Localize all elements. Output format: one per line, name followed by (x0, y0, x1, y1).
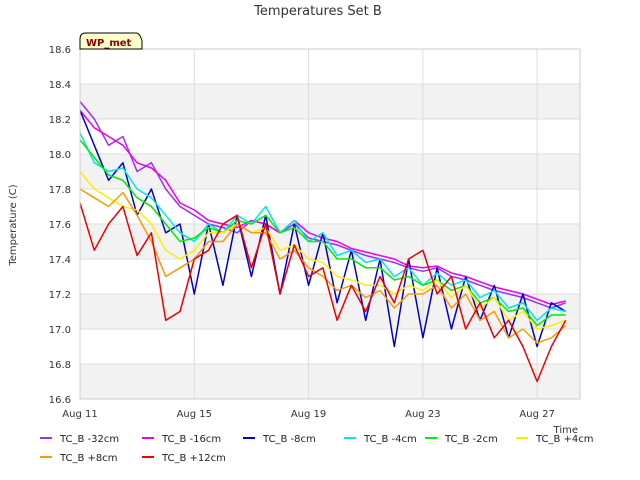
x-tick-label: Aug 23 (405, 409, 440, 420)
y-tick-label: 17.4 (49, 255, 71, 266)
legend-item: TC_B -8cm (243, 434, 316, 445)
chart-title: Temperatures Set B (253, 4, 382, 19)
y-tick-label: 17.8 (49, 185, 71, 196)
plot-band (80, 224, 580, 259)
y-axis-ticks: 16.6 16.8 17.0 17.2 17.4 17.6 17.8 18.0 18.2 18.4… (49, 45, 71, 406)
y-tick-label: 17.2 (49, 290, 71, 301)
legend: TC_B -32cm TC_B -16cm TC_B -8cm TC_B -4cm TC… (40, 434, 594, 464)
series-layer (79, 101, 567, 383)
plot-band (80, 49, 580, 84)
plot-band (80, 84, 580, 119)
legend-label: TC_B -32cm (59, 434, 119, 445)
y-tick-label: 17.6 (49, 220, 71, 231)
legend-label: TC_B +4cm (535, 434, 594, 445)
y-tick-label: 18.4 (49, 80, 71, 91)
legend-item: TC_B +12cm (142, 453, 226, 464)
legend-label: TC_B -2cm (444, 434, 498, 445)
y-tick-label: 16.8 (49, 360, 71, 371)
legend-label: TC_B -8cm (262, 434, 316, 445)
badge-label: WP_met (86, 38, 132, 49)
x-axis-label: Time (553, 425, 578, 436)
y-tick-label: 16.6 (49, 395, 71, 406)
plot-band (80, 329, 580, 364)
badge-shape (79, 32, 143, 50)
x-axis-ticks: Aug 11 Aug 15 Aug 19 Aug 23 Aug 27 (62, 409, 555, 420)
series-line (79, 188, 567, 344)
legend-label: TC_B +8cm (59, 453, 118, 464)
legend-item: TC_B -2cm (425, 434, 498, 445)
series-line (79, 139, 566, 327)
legend-item: TC_B +4cm (516, 434, 594, 445)
station-badge: WP_met (79, 32, 143, 50)
series-line (79, 132, 566, 322)
legend-item: TC_B -16cm (142, 434, 221, 445)
series-line (79, 109, 566, 306)
x-tick-label: Aug 27 (519, 409, 554, 420)
legend-label: TC_B +12cm (161, 453, 226, 464)
y-tick-label: 18.0 (49, 150, 71, 161)
series-line (79, 202, 567, 383)
y-tick-label: 18.2 (49, 115, 71, 126)
y-tick-label: 18.6 (49, 45, 71, 56)
y-tick-label: 17.0 (49, 325, 71, 336)
x-tick-label: Aug 11 (62, 409, 97, 420)
series-line (79, 171, 566, 330)
y-axis-label: Temperature (C) (8, 184, 19, 266)
plot-band (80, 119, 580, 154)
x-tick-label: Aug 19 (291, 409, 326, 420)
plot-band (80, 364, 580, 399)
legend-item: TC_B +8cm (40, 453, 118, 464)
x-tick-label: Aug 15 (177, 409, 212, 420)
legend-item: TC_B -32cm (40, 434, 119, 445)
legend-label: TC_B -16cm (161, 434, 221, 445)
legend-label: TC_B -4cm (363, 434, 417, 445)
plot-frame (79, 48, 581, 400)
legend-item: TC_B -4cm (344, 434, 417, 445)
plot-band (80, 189, 580, 224)
